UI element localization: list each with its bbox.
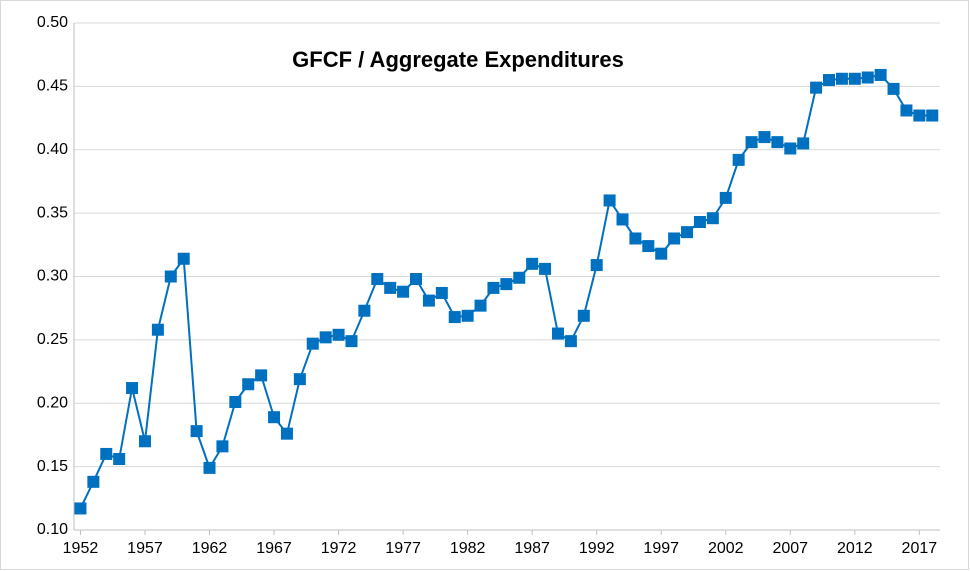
marker xyxy=(616,213,629,226)
marker xyxy=(629,232,642,245)
marker xyxy=(397,285,410,298)
marker xyxy=(861,71,874,84)
marker xyxy=(461,309,474,322)
marker xyxy=(293,373,306,386)
marker xyxy=(345,335,358,348)
marker xyxy=(590,259,603,272)
marker xyxy=(203,461,216,474)
marker xyxy=(513,271,526,284)
marker xyxy=(487,281,500,294)
marker xyxy=(177,252,190,265)
x-tick-label: 2007 xyxy=(772,540,808,557)
marker xyxy=(410,273,423,286)
y-tick-label: 0.50 xyxy=(37,14,68,31)
y-tick-label: 0.45 xyxy=(37,78,68,95)
marker xyxy=(358,304,371,317)
marker xyxy=(564,335,577,348)
marker xyxy=(823,74,836,87)
marker xyxy=(539,262,552,275)
y-tick-label: 0.15 xyxy=(37,458,68,475)
y-tick-label: 0.25 xyxy=(37,331,68,348)
marker xyxy=(706,212,719,225)
x-tick-label: 1952 xyxy=(63,540,99,557)
x-tick-label: 2012 xyxy=(837,540,873,557)
marker xyxy=(655,247,668,260)
marker xyxy=(371,273,384,286)
marker xyxy=(745,136,758,149)
y-tick-label: 0.20 xyxy=(37,394,68,411)
x-tick-label: 1997 xyxy=(643,540,679,557)
marker xyxy=(603,194,616,207)
marker xyxy=(732,153,745,166)
marker xyxy=(113,453,126,466)
marker xyxy=(319,331,332,344)
x-tick-label: 1967 xyxy=(256,540,292,557)
x-tick-label: 1992 xyxy=(579,540,615,557)
x-tick-label: 1977 xyxy=(385,540,421,557)
marker xyxy=(100,447,113,460)
marker xyxy=(280,427,293,440)
marker xyxy=(164,270,177,283)
x-tick-label: 1982 xyxy=(450,540,486,557)
x-tick-label: 1957 xyxy=(127,540,163,557)
marker xyxy=(900,104,913,117)
y-tick-label: 0.35 xyxy=(37,204,68,221)
marker xyxy=(190,425,203,438)
marker xyxy=(874,68,887,81)
marker xyxy=(435,286,448,299)
marker xyxy=(500,278,513,291)
marker xyxy=(255,369,268,382)
marker xyxy=(642,240,655,253)
marker xyxy=(384,281,397,294)
marker xyxy=(74,502,87,515)
marker xyxy=(332,328,345,341)
marker xyxy=(926,109,939,122)
marker xyxy=(229,395,242,408)
marker xyxy=(151,323,164,336)
marker xyxy=(784,142,797,155)
marker xyxy=(810,81,823,94)
marker xyxy=(126,382,139,395)
x-tick-label: 2017 xyxy=(902,540,938,557)
marker xyxy=(268,411,281,424)
marker xyxy=(758,131,771,144)
marker xyxy=(668,232,681,245)
marker xyxy=(887,82,900,95)
marker xyxy=(693,215,706,228)
marker xyxy=(474,299,487,312)
marker xyxy=(138,435,151,448)
x-tick-label: 1972 xyxy=(321,540,357,557)
marker xyxy=(551,327,564,340)
marker xyxy=(848,72,861,85)
y-tick-label: 0.30 xyxy=(37,268,68,285)
marker xyxy=(913,109,926,122)
marker xyxy=(835,72,848,85)
chart-title: GFCF / Aggregate Expenditures xyxy=(292,47,624,72)
marker xyxy=(242,378,255,391)
marker xyxy=(216,440,229,453)
marker xyxy=(797,137,810,150)
marker xyxy=(681,226,694,239)
x-tick-label: 1987 xyxy=(514,540,550,557)
marker xyxy=(87,475,100,488)
marker xyxy=(771,136,784,149)
marker xyxy=(577,309,590,322)
x-tick-label: 2002 xyxy=(708,540,744,557)
marker xyxy=(422,294,435,307)
marker xyxy=(719,191,732,204)
y-tick-label: 0.40 xyxy=(37,141,68,158)
marker xyxy=(526,257,539,270)
marker xyxy=(306,337,319,350)
x-tick-label: 1962 xyxy=(192,540,228,557)
y-tick-label: 0.10 xyxy=(37,521,68,538)
marker xyxy=(448,311,461,324)
